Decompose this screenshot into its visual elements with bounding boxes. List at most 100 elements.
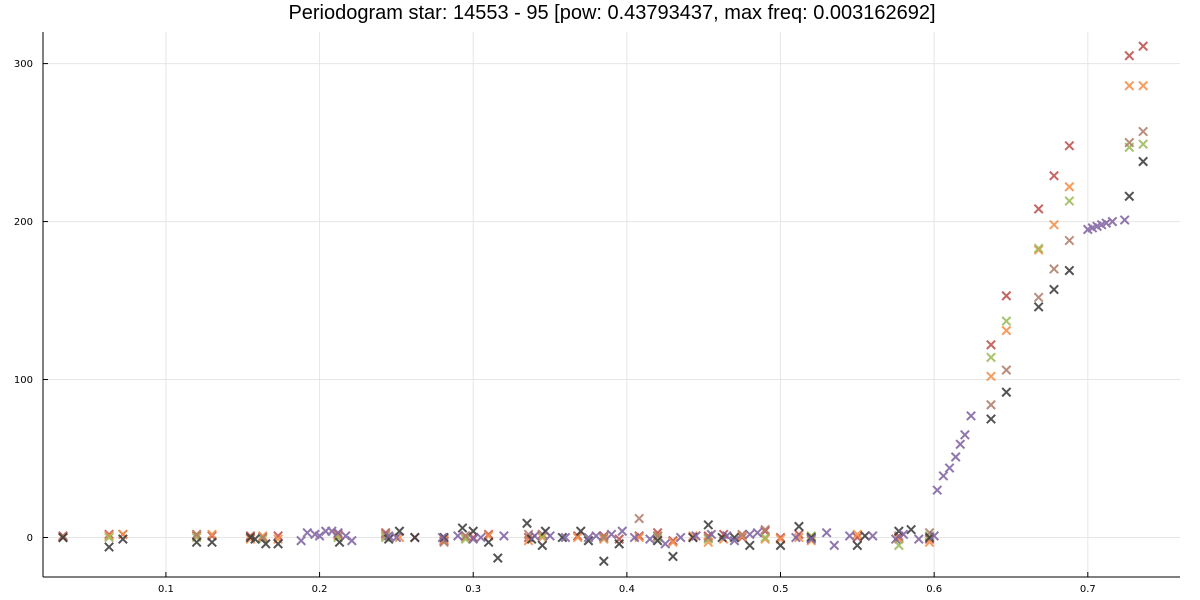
data-point	[744, 529, 755, 540]
data-point	[273, 538, 283, 549]
data-point	[893, 526, 904, 537]
data-point	[333, 529, 343, 540]
data-point	[688, 531, 698, 541]
data-point	[932, 485, 943, 496]
data-point	[598, 532, 609, 543]
data-point	[1033, 301, 1044, 312]
data-point	[775, 532, 786, 543]
data-point	[1124, 80, 1135, 91]
data-point	[760, 534, 771, 544]
data-point	[729, 532, 740, 543]
data-point	[1064, 265, 1075, 276]
data-point	[460, 531, 471, 541]
data-point	[706, 529, 717, 540]
data-point	[629, 532, 640, 543]
data-point	[257, 532, 268, 543]
data-point	[257, 531, 268, 541]
data-point	[333, 527, 343, 538]
data-point	[1001, 290, 1012, 301]
data-point	[852, 529, 863, 540]
data-point	[737, 529, 748, 540]
data-point	[250, 534, 260, 544]
data-point	[545, 531, 555, 541]
data-point	[483, 529, 494, 540]
x-tick-label: 0.1	[158, 584, 174, 595]
data-point	[794, 532, 804, 543]
data-point	[560, 532, 571, 543]
data-point	[117, 534, 128, 544]
data-point	[691, 531, 701, 541]
data-point	[1033, 243, 1044, 254]
series-3	[58, 139, 1149, 551]
x-tick-label: 0.4	[619, 584, 635, 595]
data-point	[737, 532, 748, 543]
data-point	[452, 531, 463, 541]
data-point	[752, 527, 763, 538]
data-point	[58, 532, 68, 543]
data-point	[468, 526, 479, 537]
data-point	[906, 524, 917, 535]
data-point	[1119, 215, 1130, 225]
data-point	[1001, 365, 1012, 375]
data-point	[1138, 139, 1149, 150]
data-point	[457, 523, 468, 533]
grid	[43, 32, 1180, 577]
data-point	[852, 540, 863, 551]
data-point	[860, 531, 870, 541]
data-point	[468, 534, 479, 544]
data-point	[944, 463, 955, 473]
data-point	[606, 529, 617, 540]
data-point	[898, 529, 909, 540]
data-point	[409, 532, 420, 543]
data-point	[703, 534, 714, 544]
data-point	[1033, 245, 1044, 255]
data-point	[1001, 316, 1012, 326]
data-point	[391, 532, 402, 543]
data-point	[598, 556, 609, 567]
data-point	[652, 535, 663, 546]
data-point	[302, 527, 313, 538]
data-point	[893, 540, 904, 551]
data-point	[775, 540, 786, 551]
series-1	[58, 41, 1149, 546]
data-point	[499, 531, 509, 541]
data-point	[614, 538, 625, 549]
data-point	[104, 532, 114, 543]
data-point	[867, 531, 878, 541]
data-point	[986, 399, 996, 410]
data-point	[522, 518, 532, 529]
data-point	[986, 339, 996, 350]
axes	[42, 32, 1180, 578]
data-point	[346, 535, 357, 546]
data-point	[986, 371, 996, 382]
data-point	[394, 526, 405, 537]
data-point	[668, 537, 678, 548]
data-point	[1049, 219, 1059, 230]
data-point	[986, 352, 996, 363]
data-point	[806, 532, 817, 543]
y-tick-label: 300	[14, 59, 33, 70]
data-point	[383, 534, 394, 544]
data-point	[460, 534, 471, 544]
data-points	[58, 41, 1149, 567]
data-point	[439, 532, 449, 543]
data-point	[1001, 325, 1012, 336]
data-point	[852, 532, 863, 543]
data-point	[257, 534, 268, 544]
data-point	[721, 531, 732, 541]
y-tick-label: 200	[14, 217, 33, 228]
data-point	[437, 532, 448, 543]
data-point	[760, 532, 771, 543]
data-point	[492, 553, 503, 563]
series-2	[58, 80, 1149, 548]
data-point	[1049, 284, 1059, 295]
data-point	[191, 537, 202, 548]
x-tick-label: 0.2	[312, 584, 328, 595]
data-point	[537, 531, 548, 541]
data-point	[483, 537, 494, 548]
data-point	[537, 532, 548, 543]
data-point	[821, 527, 832, 538]
data-point	[245, 531, 256, 541]
data-point	[966, 410, 976, 421]
data-point	[575, 526, 586, 537]
